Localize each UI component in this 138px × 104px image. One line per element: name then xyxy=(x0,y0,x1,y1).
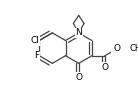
Text: O: O xyxy=(101,63,108,72)
Text: CH₃: CH₃ xyxy=(129,44,138,53)
Text: Cl: Cl xyxy=(30,36,39,45)
Text: N: N xyxy=(75,28,82,37)
Text: F: F xyxy=(34,51,39,60)
Text: O: O xyxy=(113,44,120,53)
Text: O: O xyxy=(75,72,82,82)
